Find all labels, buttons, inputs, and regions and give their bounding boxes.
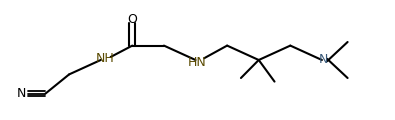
Text: N: N [319, 53, 329, 66]
Text: NH: NH [95, 52, 114, 65]
Text: O: O [128, 13, 137, 26]
Text: HN: HN [188, 56, 207, 69]
Text: N: N [17, 87, 26, 100]
